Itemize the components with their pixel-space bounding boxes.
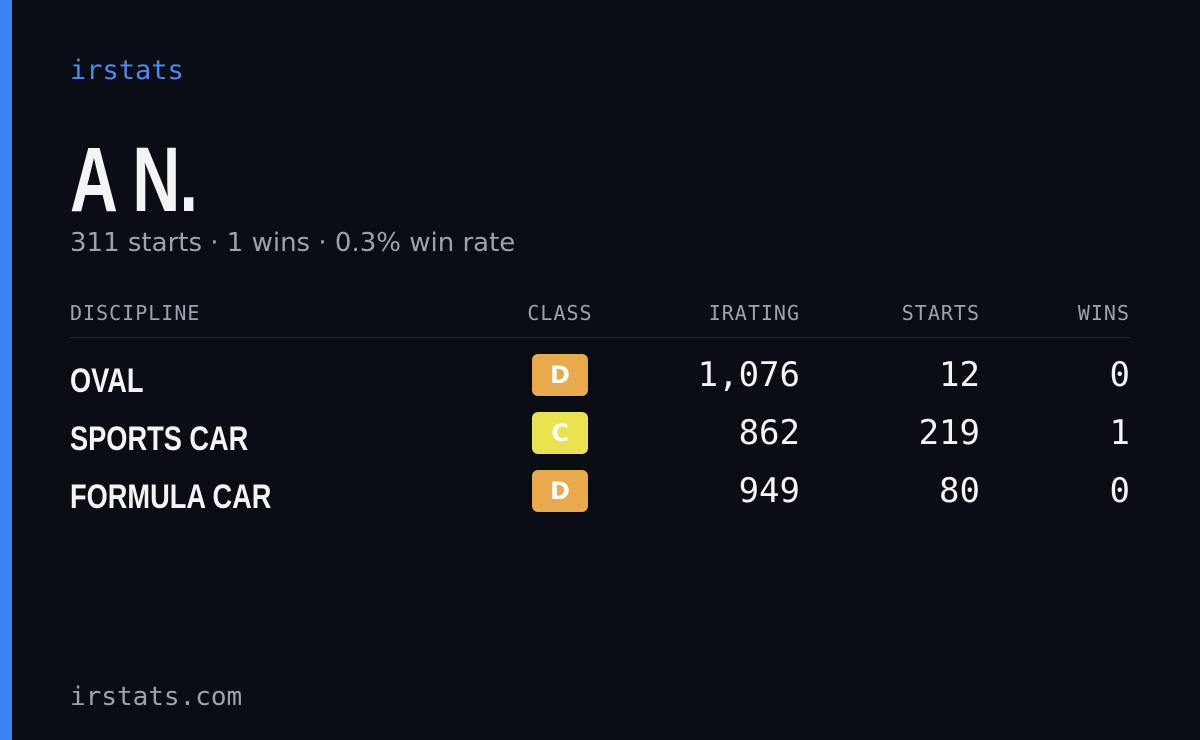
header-wins: WINS (1077, 301, 1130, 325)
class-badge: D (532, 354, 588, 396)
header-irating: IRATING (708, 301, 800, 325)
wins: 0 (1109, 471, 1130, 511)
discipline: OVAL (70, 362, 144, 400)
discipline: SPORTS CAR (70, 420, 249, 458)
wins: 1 (1109, 413, 1130, 453)
irating: 1,076 (697, 355, 800, 395)
irating: 862 (738, 413, 800, 453)
header-class: CLASS (527, 301, 593, 325)
class-badge: C (532, 412, 588, 454)
footer: irstats.com (70, 682, 243, 712)
starts: 12 (939, 355, 980, 395)
brand: irstats (70, 55, 184, 86)
divider (70, 337, 1130, 338)
header-discipline: DISCIPLINE (70, 301, 201, 325)
irating: 949 (738, 471, 800, 511)
wins: 0 (1109, 355, 1130, 395)
header-starts: STARTS (901, 301, 980, 325)
starts: 219 (918, 413, 980, 453)
summary: 311 starts · 1 wins · 0.3% win rate (70, 228, 516, 258)
starts: 80 (939, 471, 980, 511)
discipline: FORMULA CAR (70, 478, 272, 516)
class-badge: D (532, 470, 588, 512)
driver-name: A N. (70, 129, 198, 231)
accent-bar (0, 0, 12, 740)
